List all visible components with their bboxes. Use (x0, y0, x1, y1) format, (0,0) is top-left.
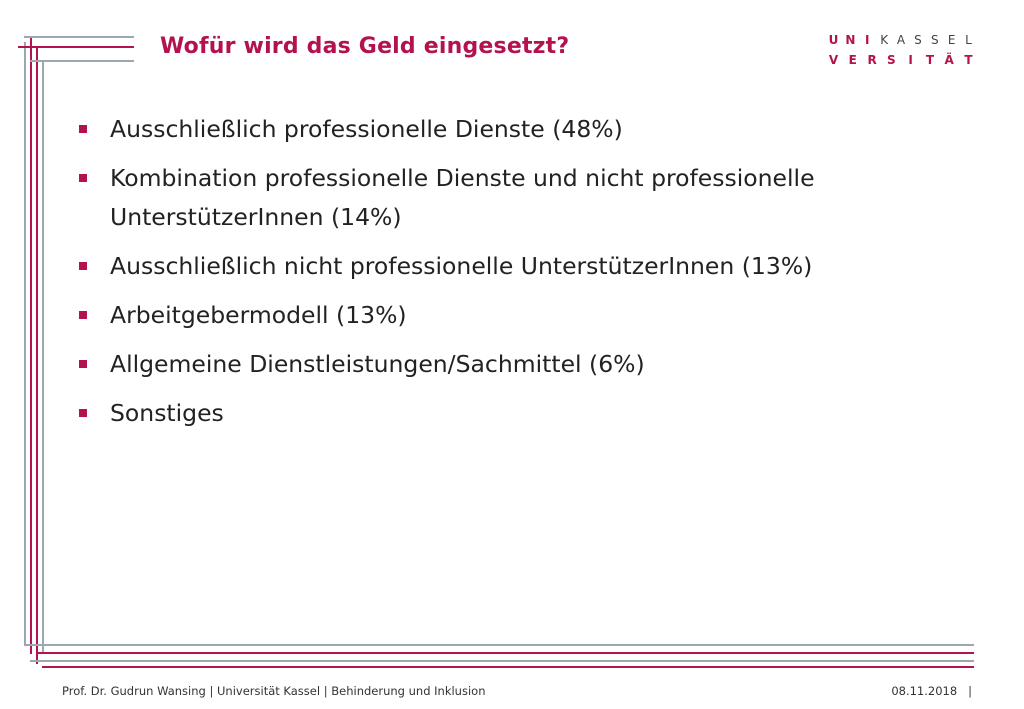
logo-letter: A (896, 33, 906, 47)
frame-line (18, 46, 134, 48)
frame-line (42, 62, 44, 652)
bullet-item: Sonstiges (76, 394, 956, 433)
logo-row-top: U N I K A S S E L (826, 30, 976, 50)
frame-line (30, 660, 974, 662)
frame-line (42, 666, 974, 668)
logo-letter: U (828, 33, 839, 47)
square-bullet-icon (79, 409, 87, 417)
logo-row-bottom: V E R S I T Ä T (826, 50, 976, 70)
bullet-item: Allgemeine Dienstleistungen/Sachmittel (… (76, 345, 956, 384)
square-bullet-icon (79, 262, 87, 270)
frame-line (24, 644, 974, 646)
university-logo: U N I K A S S E L V E R S I T Ä T (826, 30, 976, 70)
bullet-list: Ausschließlich professionelle Dienste (4… (76, 110, 956, 443)
logo-letter: L (965, 33, 972, 47)
square-bullet-icon (79, 311, 87, 319)
slide-title: Wofür wird das Geld eingesetzt? (160, 34, 570, 59)
bullet-item: Ausschließlich professionelle Dienste (4… (76, 110, 956, 149)
frame-line (30, 60, 134, 62)
bullet-text: Kombination professionelle Dienste und n… (110, 164, 815, 231)
logo-letter: I (908, 53, 913, 67)
footer-date: 08.11.2018 | (891, 684, 972, 698)
logo-letter: I (865, 33, 870, 47)
square-bullet-icon (79, 174, 87, 182)
frame-line (30, 36, 32, 654)
logo-letter: K (880, 33, 889, 47)
bullet-text: Allgemeine Dienstleistungen/Sachmittel (… (110, 350, 645, 378)
logo-letter: T (964, 53, 973, 67)
bullet-item: Ausschließlich nicht professionelle Unte… (76, 247, 956, 286)
logo-letter: V (828, 53, 839, 67)
frame-line (36, 48, 38, 664)
bullet-item: Arbeitgebermodell (13%) (76, 296, 956, 335)
logo-letter: S (887, 53, 896, 67)
bullet-text: Ausschließlich nicht professionelle Unte… (110, 252, 813, 280)
frame-line (36, 652, 974, 654)
logo-letter: E (848, 53, 857, 67)
bullet-item: Kombination professionelle Dienste und n… (76, 159, 956, 237)
frame-line (24, 36, 134, 38)
logo-letter: S (930, 33, 939, 47)
logo-letter: N (845, 33, 856, 47)
frame-line (24, 42, 26, 646)
square-bullet-icon (79, 125, 87, 133)
bullet-text: Arbeitgebermodell (13%) (110, 301, 407, 329)
logo-letter: Ä (944, 53, 954, 67)
logo-letter: E (947, 33, 956, 47)
logo-letter: R (867, 53, 877, 67)
footer-author: Prof. Dr. Gudrun Wansing | Universität K… (62, 684, 486, 698)
square-bullet-icon (79, 360, 87, 368)
logo-letter: T (925, 53, 934, 67)
bullet-text: Ausschließlich professionelle Dienste (4… (110, 115, 623, 143)
logo-letter: S (914, 33, 922, 47)
bullet-text: Sonstiges (110, 399, 224, 427)
